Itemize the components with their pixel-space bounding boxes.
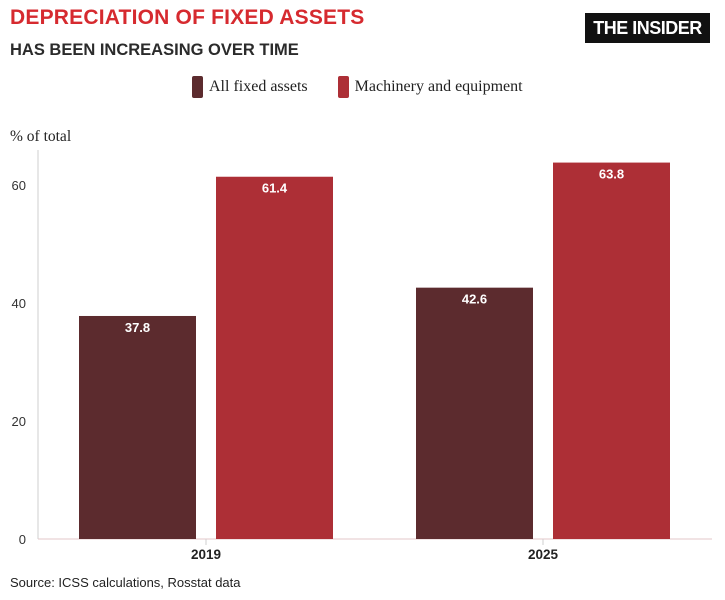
legend-item-all-fixed-assets: All fixed assets bbox=[192, 76, 308, 98]
legend-swatch-all-fixed-assets bbox=[192, 76, 203, 98]
y-tick-label: 20 bbox=[12, 414, 26, 429]
source-note: Source: ICSS calculations, Rosstat data bbox=[10, 575, 241, 590]
legend: All fixed assets Machinery and equipment bbox=[192, 76, 553, 98]
bar bbox=[216, 176, 333, 540]
y-tick-label: 60 bbox=[12, 178, 26, 193]
y-tick-label: 40 bbox=[12, 296, 26, 311]
bar-data-label: 61.4 bbox=[262, 181, 288, 196]
x-tick-label: 2025 bbox=[528, 547, 559, 562]
bar-data-label: 42.6 bbox=[462, 292, 487, 307]
chart-title: DEPRECIATION OF FIXED ASSETS bbox=[10, 6, 365, 29]
brand-logo: THE INSIDER bbox=[585, 13, 710, 43]
bar-data-label: 37.8 bbox=[125, 320, 150, 335]
y-tick-label: 0 bbox=[19, 532, 26, 547]
y-axis-unit-label: % of total bbox=[10, 128, 72, 145]
bar bbox=[416, 287, 533, 539]
legend-label-all-fixed-assets: All fixed assets bbox=[209, 78, 308, 95]
legend-label-machinery: Machinery and equipment bbox=[354, 78, 523, 95]
chart-subtitle: HAS BEEN INCREASING OVER TIME bbox=[10, 41, 299, 59]
bar bbox=[79, 315, 196, 539]
x-tick-label: 2019 bbox=[191, 547, 221, 562]
bar bbox=[553, 162, 670, 539]
bar-data-label: 63.8 bbox=[599, 167, 624, 182]
legend-swatch-machinery bbox=[337, 76, 349, 98]
legend-item-machinery: Machinery and equipment bbox=[337, 76, 523, 98]
